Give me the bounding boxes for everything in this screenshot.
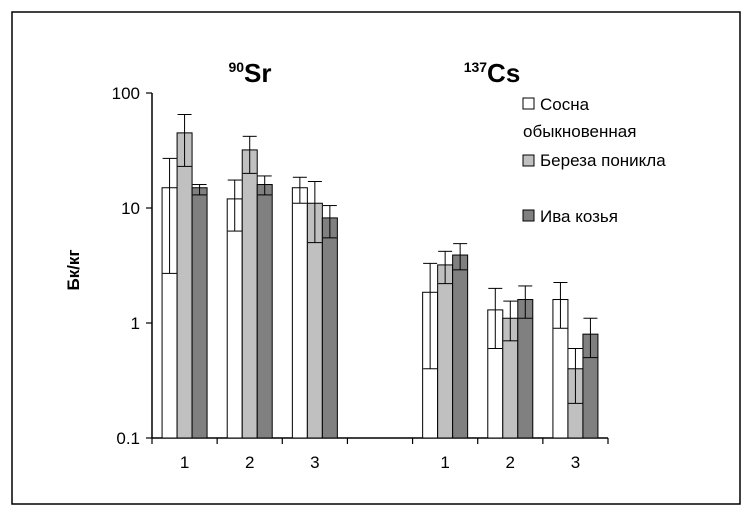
x-tick-label: 1 [180,453,189,472]
group-title-sr-symbol: Sr [244,58,271,88]
bar [241,149,258,439]
bars [161,132,599,439]
bar [256,184,273,439]
y-axis-label: Бк/кг [64,249,83,290]
bar [517,299,534,439]
legend-label-pine-1: Сосна [540,95,590,114]
group-title-cs: 137Cs [464,58,521,88]
chart-frame [11,11,741,505]
bar [321,217,338,439]
y-tick-label: 1 [131,314,140,333]
legend-swatch-willow [522,209,535,222]
y-tick-label: 10 [121,199,140,218]
legend: Сосна обыкновенная Береза поникла Ива ко… [522,95,666,226]
x-tick-label: 2 [245,453,254,472]
bar [176,132,193,439]
legend-swatch-birch [522,154,535,167]
group-title-sr: 90Sr [228,58,271,88]
bar [191,187,208,439]
group-title-cs-mass: 137 [464,59,488,75]
x-tick-label: 2 [506,453,515,472]
x-tick-label: 3 [571,453,580,472]
group-title-cs-symbol: Cs [487,58,520,88]
bar [437,264,454,439]
x-tick-label: 1 [440,453,449,472]
bar [452,254,469,439]
legend-label-willow: Ива козья [540,207,618,226]
y-tick-label: 100 [112,84,140,103]
legend-swatch-pine [522,97,535,110]
y-tick-label: 0.1 [116,429,140,448]
error-bars [162,114,598,404]
bar [291,187,308,439]
x-tick-label: 3 [310,453,319,472]
legend-label-pine-2: обыкновенная [523,122,636,141]
group-title-sr-mass: 90 [228,59,244,75]
bar [226,198,243,439]
legend-label-birch: Береза поникла [540,151,666,170]
